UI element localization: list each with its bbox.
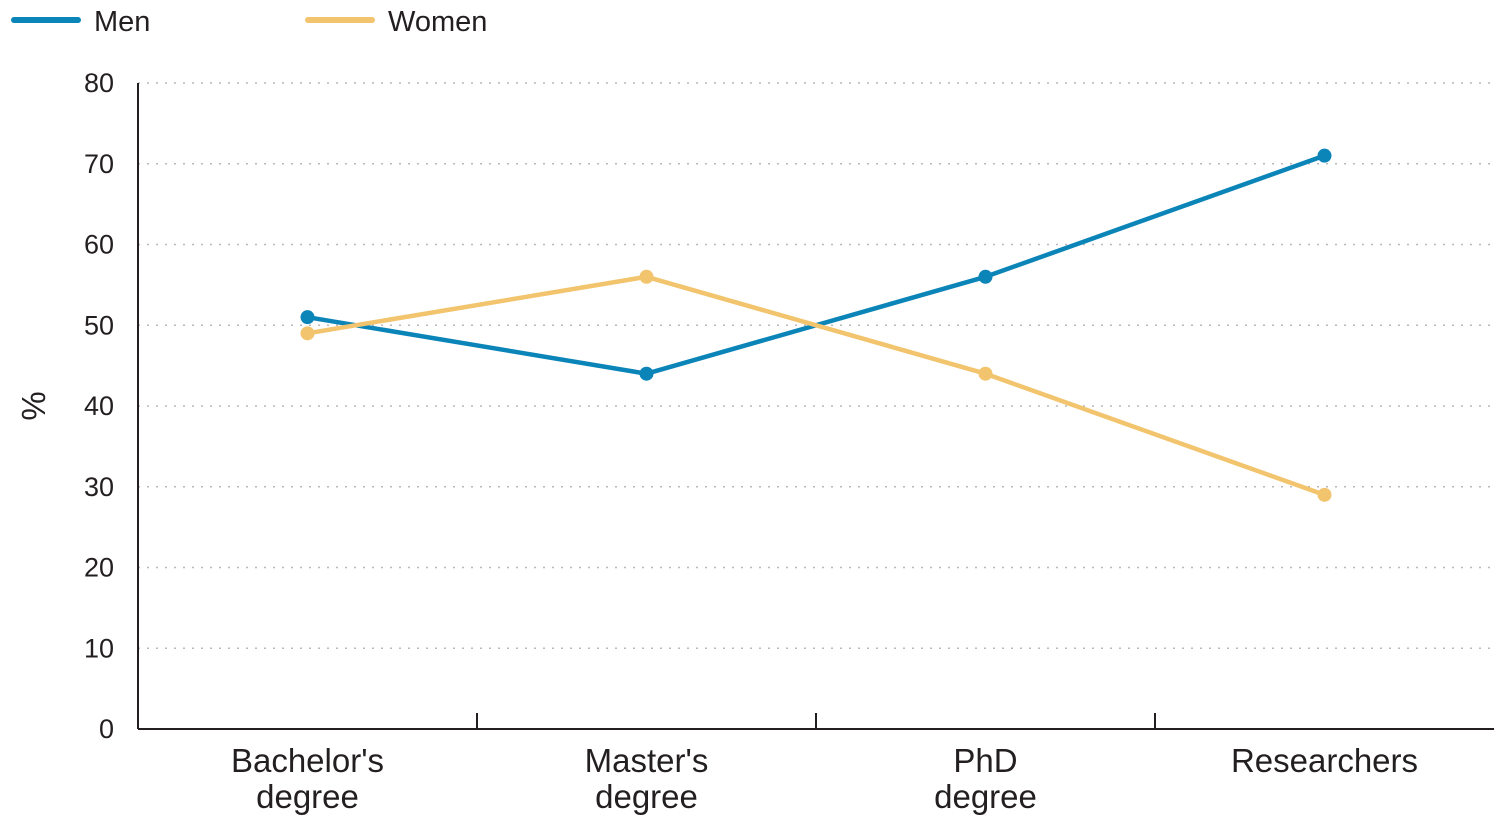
y-tick-label: 10 bbox=[84, 633, 114, 663]
x-tick-label: Bachelor's degree bbox=[231, 742, 384, 815]
y-tick-label: 40 bbox=[84, 391, 114, 421]
y-tick-label: 30 bbox=[84, 472, 114, 502]
data-point bbox=[300, 310, 315, 325]
y-tick-label: 60 bbox=[84, 230, 114, 260]
y-tick-label: 0 bbox=[99, 714, 114, 744]
x-axis-ticks: Bachelor's degree Master's degree PhD degree R… bbox=[231, 742, 1418, 815]
y-tick-label: 80 bbox=[84, 68, 114, 98]
x-tick-label: PhD degree bbox=[934, 742, 1037, 815]
data-point bbox=[639, 366, 654, 381]
series-group bbox=[300, 148, 1332, 502]
y-axis-label: % bbox=[15, 391, 52, 420]
series-line bbox=[307, 274, 1326, 497]
data-point bbox=[978, 269, 993, 284]
y-tick-label: 20 bbox=[84, 553, 114, 583]
data-point bbox=[639, 269, 654, 284]
x-tick-label: Master's degree bbox=[585, 742, 709, 815]
y-tick-label: 70 bbox=[84, 149, 114, 179]
series-line bbox=[307, 153, 1326, 376]
series-women bbox=[300, 269, 1332, 502]
data-point bbox=[300, 326, 315, 341]
data-point bbox=[1317, 487, 1332, 502]
y-tick-label: 50 bbox=[84, 310, 114, 340]
axes bbox=[137, 83, 1494, 730]
x-tick-label: Researchers bbox=[1231, 742, 1418, 779]
y-axis-ticks: 0 10 20 30 40 50 60 70 80 bbox=[84, 68, 114, 744]
data-point bbox=[978, 366, 993, 381]
legend-label: Women bbox=[388, 6, 487, 38]
legend-label: Men bbox=[94, 6, 150, 38]
series-men bbox=[300, 148, 1332, 381]
data-point bbox=[1317, 148, 1332, 163]
legend: Men Women bbox=[11, 6, 487, 38]
